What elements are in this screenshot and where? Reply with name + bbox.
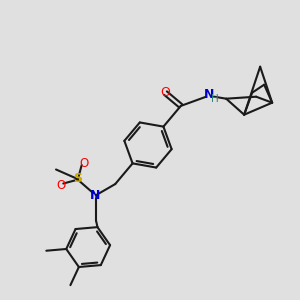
Text: H: H (211, 94, 219, 104)
Text: N: N (90, 189, 101, 202)
Text: N: N (204, 88, 214, 101)
Text: O: O (79, 157, 88, 170)
Text: S: S (73, 172, 82, 185)
Text: O: O (160, 85, 170, 99)
Text: O: O (57, 179, 66, 192)
